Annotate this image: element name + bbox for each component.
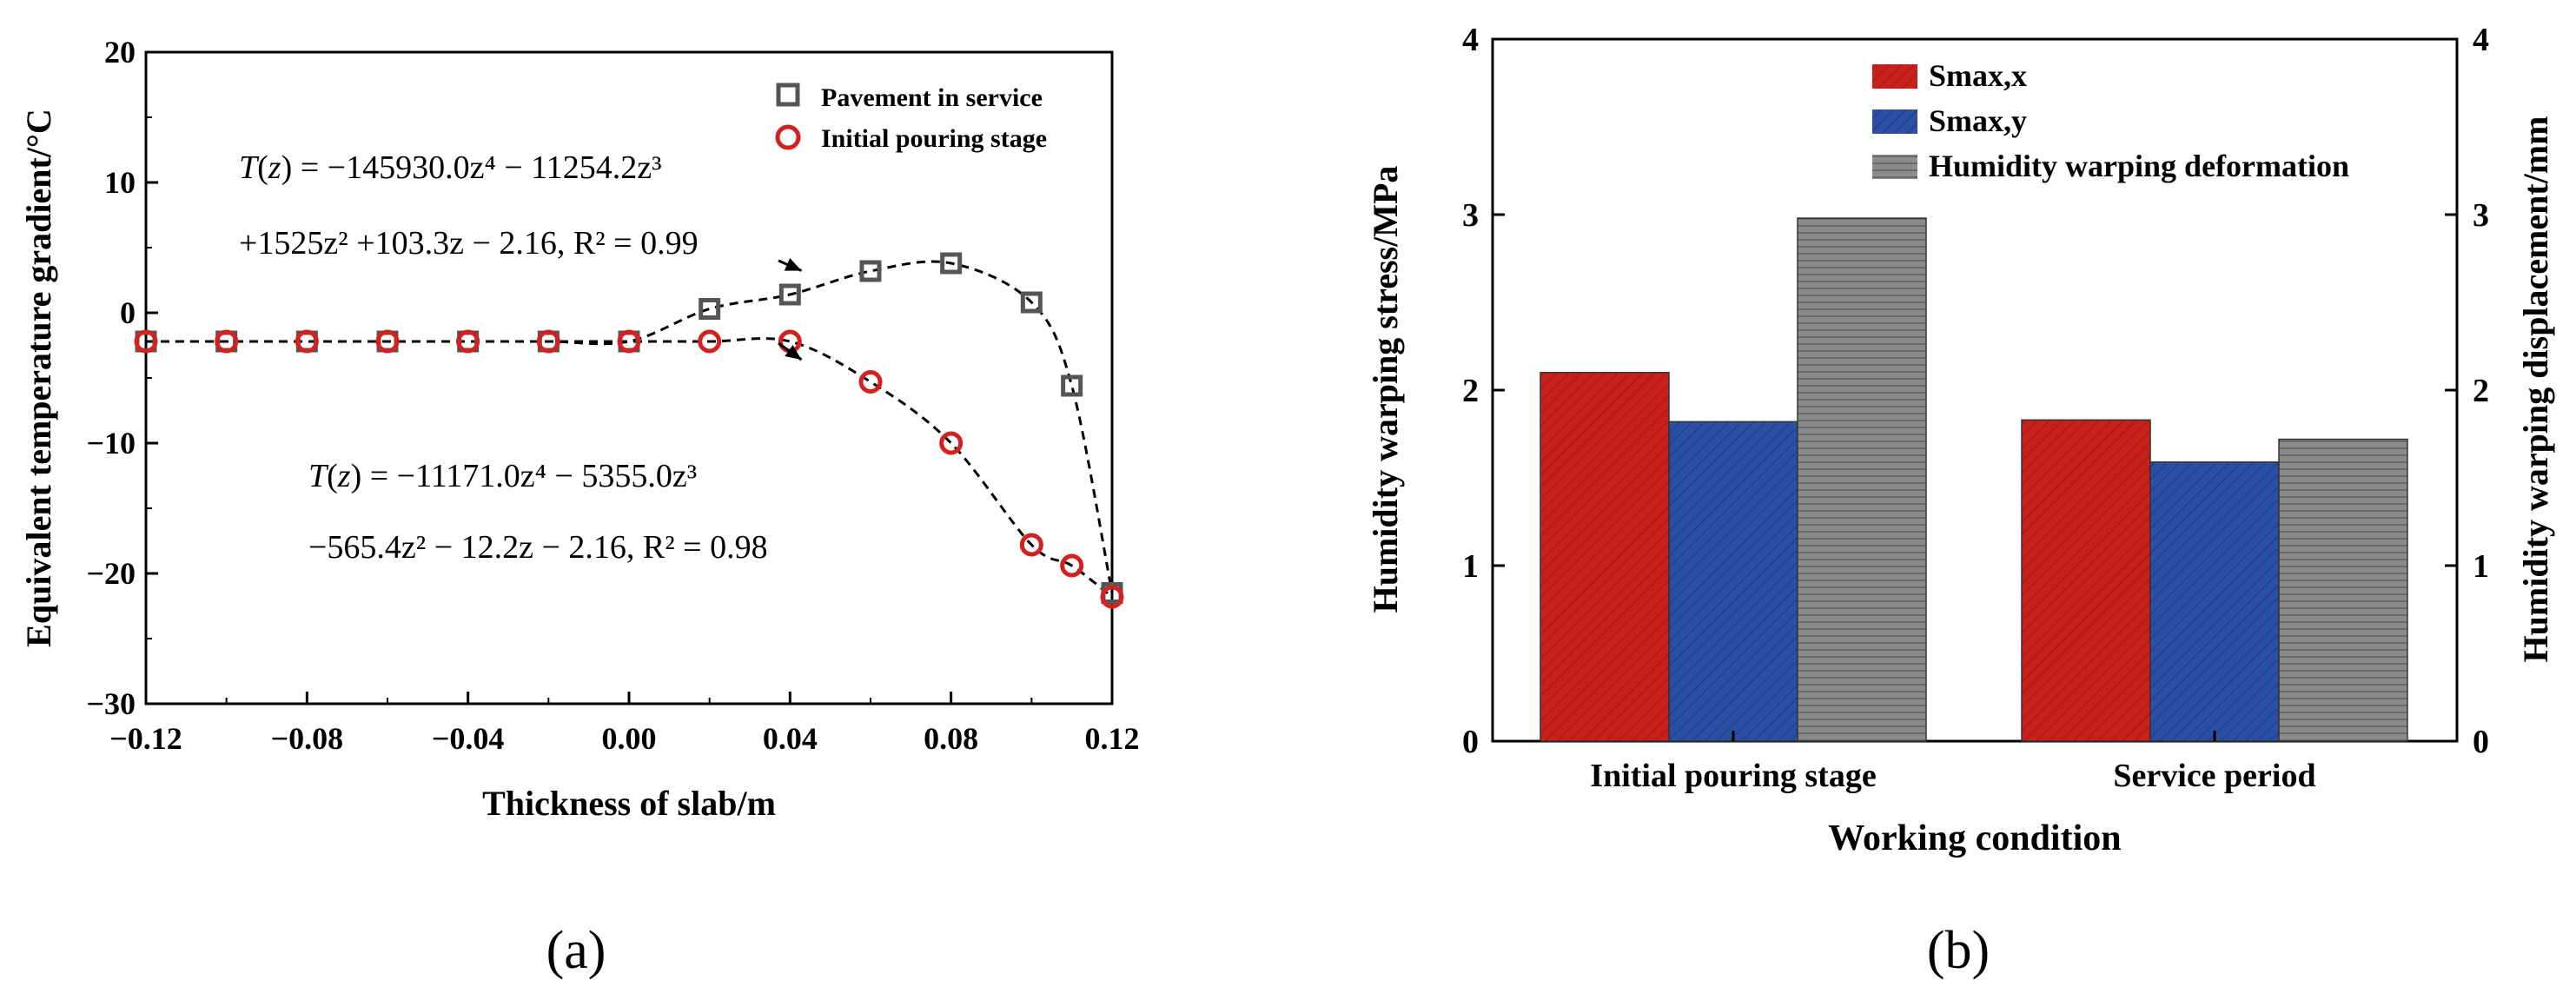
b-x-tick-label: Service period — [2113, 758, 2315, 794]
bar-deformation — [2278, 438, 2408, 742]
point-initial — [375, 329, 400, 354]
a-y-axis-label: Equivalent temperature gradient/°C — [19, 109, 58, 647]
figure-label-b: (b) — [1927, 921, 1990, 980]
b-left-y-tick-label: 4 — [1462, 22, 1479, 58]
bar-smaxy — [1668, 421, 1798, 742]
point-pavement — [699, 298, 721, 320]
bar-smaxx — [2021, 419, 2151, 742]
b-right-y-tick-label: 1 — [2473, 548, 2489, 585]
legend-swatch-deformation — [1872, 155, 1917, 179]
b-x-tick-label: Initial pouring stage — [1590, 758, 1876, 794]
point-pavement — [1020, 291, 1043, 314]
legend-label-pavement: Pavement in service — [821, 83, 1043, 112]
point-pavement — [1061, 374, 1083, 397]
a-x-tick-label: −0.04 — [432, 721, 505, 756]
b-y-axis-label-left: Humidity warping stress/MPa — [1366, 166, 1405, 613]
point-initial — [617, 329, 641, 354]
panel-b-bar-chart: 0 1 2 3 4 0 1 2 3 4 Initial pouring stage Service… — [1366, 22, 2555, 980]
point-initial — [939, 431, 964, 455]
a-x-tick-label: 0.08 — [924, 721, 978, 756]
a-x-tick-label: 0.04 — [763, 721, 818, 756]
point-initial — [1019, 533, 1043, 557]
fit-equation-line1: T(z) = −145930.0z⁴ − 11254.2z³ — [239, 149, 662, 186]
b-y-axis-label-right: Humidity warping displacement/mm — [2516, 116, 2555, 663]
point-initial — [858, 370, 883, 394]
point-pavement — [778, 283, 801, 306]
a-x-tick-label: −0.08 — [271, 721, 344, 756]
a-data-points — [134, 252, 1124, 609]
bar-smaxy — [2149, 461, 2280, 742]
point-pavement — [940, 252, 963, 275]
b-left-y-tick-label: 2 — [1462, 373, 1479, 409]
legend-swatch-smaxy — [1872, 109, 1917, 134]
a-y-tick-label: 0 — [120, 295, 136, 330]
b-right-y-tick-label: 4 — [2473, 22, 2489, 58]
figure-label-a: (a) — [546, 921, 606, 980]
a-annotations: T(z) = −145930.0z⁴ − 11254.2z³ +1525z² +1… — [239, 149, 803, 566]
a-legend: Pavement in service Initial pouring stag… — [775, 83, 1047, 153]
b-right-y-ticks: 0 1 2 3 4 — [2445, 22, 2489, 760]
point-initial — [698, 329, 722, 354]
b-right-y-tick-label: 0 — [2473, 724, 2489, 760]
fit-equation-line1: T(z) = −11171.0z⁴ − 5355.0z³ — [308, 458, 697, 494]
annotation-arrowhead — [784, 257, 802, 271]
a-y-tick-label: −30 — [86, 686, 136, 721]
b-left-y-tick-label: 3 — [1462, 197, 1479, 234]
fit-equation-line2: −565.4z² − 12.2z − 2.16, R² = 0.98 — [308, 529, 768, 566]
a-x-ticks: −0.12 −0.08 −0.04 0.00 0.04 0.08 0.12 — [109, 692, 1140, 756]
b-left-y-tick-label: 0 — [1462, 724, 1479, 760]
b-right-y-tick-label: 2 — [2473, 373, 2489, 409]
bar-smaxx — [1540, 372, 1670, 742]
panel-a-scatter-chart: −0.12 −0.08 −0.04 0.00 0.04 0.08 0.12 −30 −20 −1… — [19, 35, 1140, 980]
legend-label-smaxy: Smax,y — [1929, 103, 2027, 138]
point-initial — [1100, 585, 1124, 609]
bar-deformation — [1797, 217, 1927, 742]
point-pavement — [859, 260, 882, 282]
a-y-tick-label: −10 — [86, 426, 136, 460]
legend-label-smaxx: Smax,x — [1929, 58, 2027, 93]
point-initial — [536, 329, 560, 354]
b-bars — [1540, 217, 2408, 742]
point-initial — [295, 329, 319, 354]
b-left-y-ticks: 0 1 2 3 4 — [1462, 22, 1505, 760]
b-x-axis-label: Working condition — [1828, 818, 2121, 858]
point-initial — [215, 329, 239, 354]
legend-marker-initial — [775, 124, 801, 150]
a-y-ticks: −30 −20 −10 0 10 20 — [86, 35, 158, 721]
legend-label-initial: Initial pouring stage — [821, 124, 1047, 153]
a-y-tick-label: 20 — [104, 35, 136, 70]
point-initial — [134, 329, 158, 354]
annotation-arrowhead — [785, 345, 802, 360]
b-x-ticks: Initial pouring stage Service period — [1590, 731, 2316, 794]
b-left-y-tick-label: 1 — [1462, 548, 1479, 585]
a-x-axis-label: Thickness of slab/m — [482, 784, 776, 823]
legend-label-deformation: Humidity warping deformation — [1929, 149, 2349, 183]
a-x-tick-label: 0.00 — [602, 721, 657, 756]
b-right-y-tick-label: 3 — [2473, 197, 2489, 234]
a-x-tick-label: 0.12 — [1085, 721, 1140, 756]
point-initial — [1060, 553, 1084, 578]
point-initial — [456, 329, 480, 354]
a-y-tick-label: 10 — [104, 165, 136, 200]
a-x-tick-label: −0.12 — [109, 721, 182, 756]
fit-equation-line2: +1525z² +103.3z − 2.16, R² = 0.99 — [239, 225, 699, 262]
legend-swatch-smaxx — [1872, 64, 1917, 89]
legend-marker-pavement — [776, 83, 800, 107]
a-y-tick-label: −20 — [86, 556, 136, 591]
b-legend: Smax,x Smax,y Humidity warping deformati… — [1872, 58, 2349, 183]
